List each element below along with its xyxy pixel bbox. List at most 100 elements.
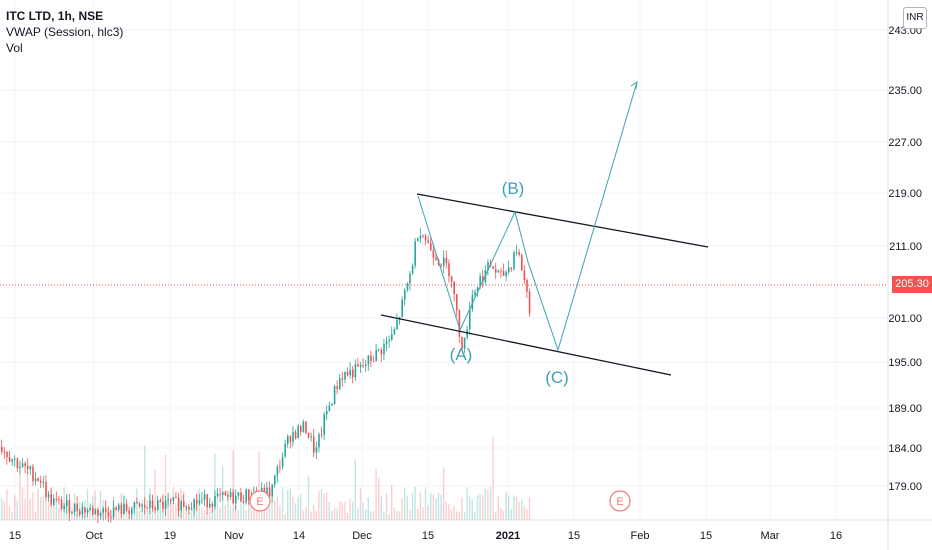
candle-body bbox=[8, 457, 11, 462]
volume-bar bbox=[365, 509, 367, 520]
candle-body bbox=[383, 343, 385, 355]
candle-body bbox=[188, 506, 190, 510]
candle-body bbox=[443, 257, 445, 266]
volume-bar bbox=[175, 503, 177, 520]
candle-body bbox=[11, 459, 13, 462]
volume-bar bbox=[37, 489, 39, 520]
candle-body bbox=[1, 447, 3, 452]
volume-bar bbox=[284, 513, 286, 520]
volume-bar bbox=[118, 513, 120, 520]
volume-bar bbox=[307, 475, 310, 520]
volume-bar bbox=[227, 496, 229, 520]
candle-body bbox=[14, 458, 16, 460]
vwap-indicator-label[interactable]: VWAP (Session, hlc3) bbox=[6, 25, 124, 39]
volume-bar bbox=[206, 513, 208, 520]
candle-body bbox=[385, 341, 388, 344]
candle-body bbox=[378, 349, 380, 351]
candle-body bbox=[458, 310, 461, 337]
candle-body bbox=[372, 361, 375, 363]
volume-bar bbox=[359, 488, 362, 520]
volume-bar bbox=[271, 500, 273, 520]
candle-body bbox=[515, 251, 518, 253]
volume-bar bbox=[328, 501, 330, 520]
volume-bar bbox=[367, 497, 369, 520]
grid bbox=[0, 0, 888, 520]
candle-body bbox=[305, 421, 307, 433]
volume-bar bbox=[445, 501, 447, 520]
volume-bar bbox=[414, 486, 416, 520]
volume-bar bbox=[157, 503, 159, 520]
candle-body bbox=[99, 512, 102, 516]
candle-body bbox=[110, 516, 112, 518]
candle-body bbox=[159, 500, 162, 502]
volume-bar bbox=[333, 507, 336, 520]
volume-bar bbox=[521, 499, 523, 520]
volume-bar bbox=[263, 509, 265, 520]
volume-bar bbox=[354, 459, 356, 520]
volume-bar bbox=[289, 488, 291, 520]
candle-body bbox=[16, 458, 19, 468]
candle-body bbox=[180, 501, 182, 511]
candle-body bbox=[190, 509, 193, 511]
candle-body bbox=[157, 500, 159, 510]
volume-bar bbox=[310, 511, 312, 520]
candle-body bbox=[339, 378, 341, 390]
candle-body bbox=[401, 299, 403, 318]
candle-body bbox=[60, 499, 63, 510]
volume-bar bbox=[497, 495, 499, 520]
time-tick-label: Oct bbox=[85, 530, 102, 542]
wave-arrow-head bbox=[630, 80, 638, 90]
volume-indicator-label[interactable]: Vol bbox=[6, 41, 23, 55]
candle-body bbox=[107, 511, 110, 517]
volume-bar bbox=[362, 502, 364, 520]
volume-bar bbox=[391, 485, 393, 520]
volume-bar bbox=[203, 510, 206, 520]
candle-body bbox=[362, 365, 364, 367]
candle-body bbox=[448, 263, 450, 277]
earnings-marker-label: E bbox=[256, 496, 263, 508]
volume-bar bbox=[404, 487, 406, 520]
volume-bar bbox=[60, 506, 63, 520]
volume-bar bbox=[523, 505, 525, 520]
currency-button[interactable]: INR bbox=[903, 7, 927, 29]
volume-bar bbox=[326, 492, 328, 520]
candle-body bbox=[167, 499, 169, 501]
volume-bar bbox=[430, 492, 432, 520]
candle-body bbox=[123, 503, 125, 515]
time-tick-label: Feb bbox=[631, 530, 650, 542]
candle-body bbox=[68, 500, 71, 514]
volume-bar bbox=[466, 487, 468, 520]
candle-body bbox=[276, 466, 279, 476]
volume-bar bbox=[380, 496, 382, 520]
volume-bar bbox=[159, 499, 161, 520]
candle-body bbox=[66, 500, 68, 507]
candle-body bbox=[203, 494, 206, 500]
candle-body bbox=[219, 493, 221, 495]
volume-bar bbox=[146, 500, 148, 520]
volume-bar bbox=[45, 501, 47, 520]
candle-body bbox=[281, 456, 284, 467]
time-tick-label: 16 bbox=[830, 530, 842, 542]
volume-bar bbox=[383, 511, 385, 520]
volume-bar bbox=[440, 494, 442, 520]
candle-body bbox=[172, 497, 175, 501]
candle-body bbox=[97, 509, 99, 516]
candle-body bbox=[419, 235, 422, 239]
candle-body bbox=[414, 241, 416, 266]
candle-body bbox=[445, 257, 448, 264]
volume-bar bbox=[3, 501, 5, 520]
volume-bar bbox=[352, 501, 354, 520]
candle-body bbox=[292, 431, 294, 443]
volume-bar bbox=[453, 506, 455, 520]
volume-bar bbox=[24, 498, 26, 520]
wave-path bbox=[417, 81, 638, 352]
volume-bar bbox=[89, 509, 91, 520]
candle-body bbox=[42, 481, 45, 483]
candle-body bbox=[427, 240, 429, 243]
candle-body bbox=[149, 500, 151, 508]
volume-bar bbox=[378, 477, 380, 520]
volume-bar bbox=[318, 491, 320, 520]
candle-body bbox=[58, 499, 60, 501]
symbol-title[interactable]: ITC LTD, 1h, NSE bbox=[6, 9, 104, 23]
